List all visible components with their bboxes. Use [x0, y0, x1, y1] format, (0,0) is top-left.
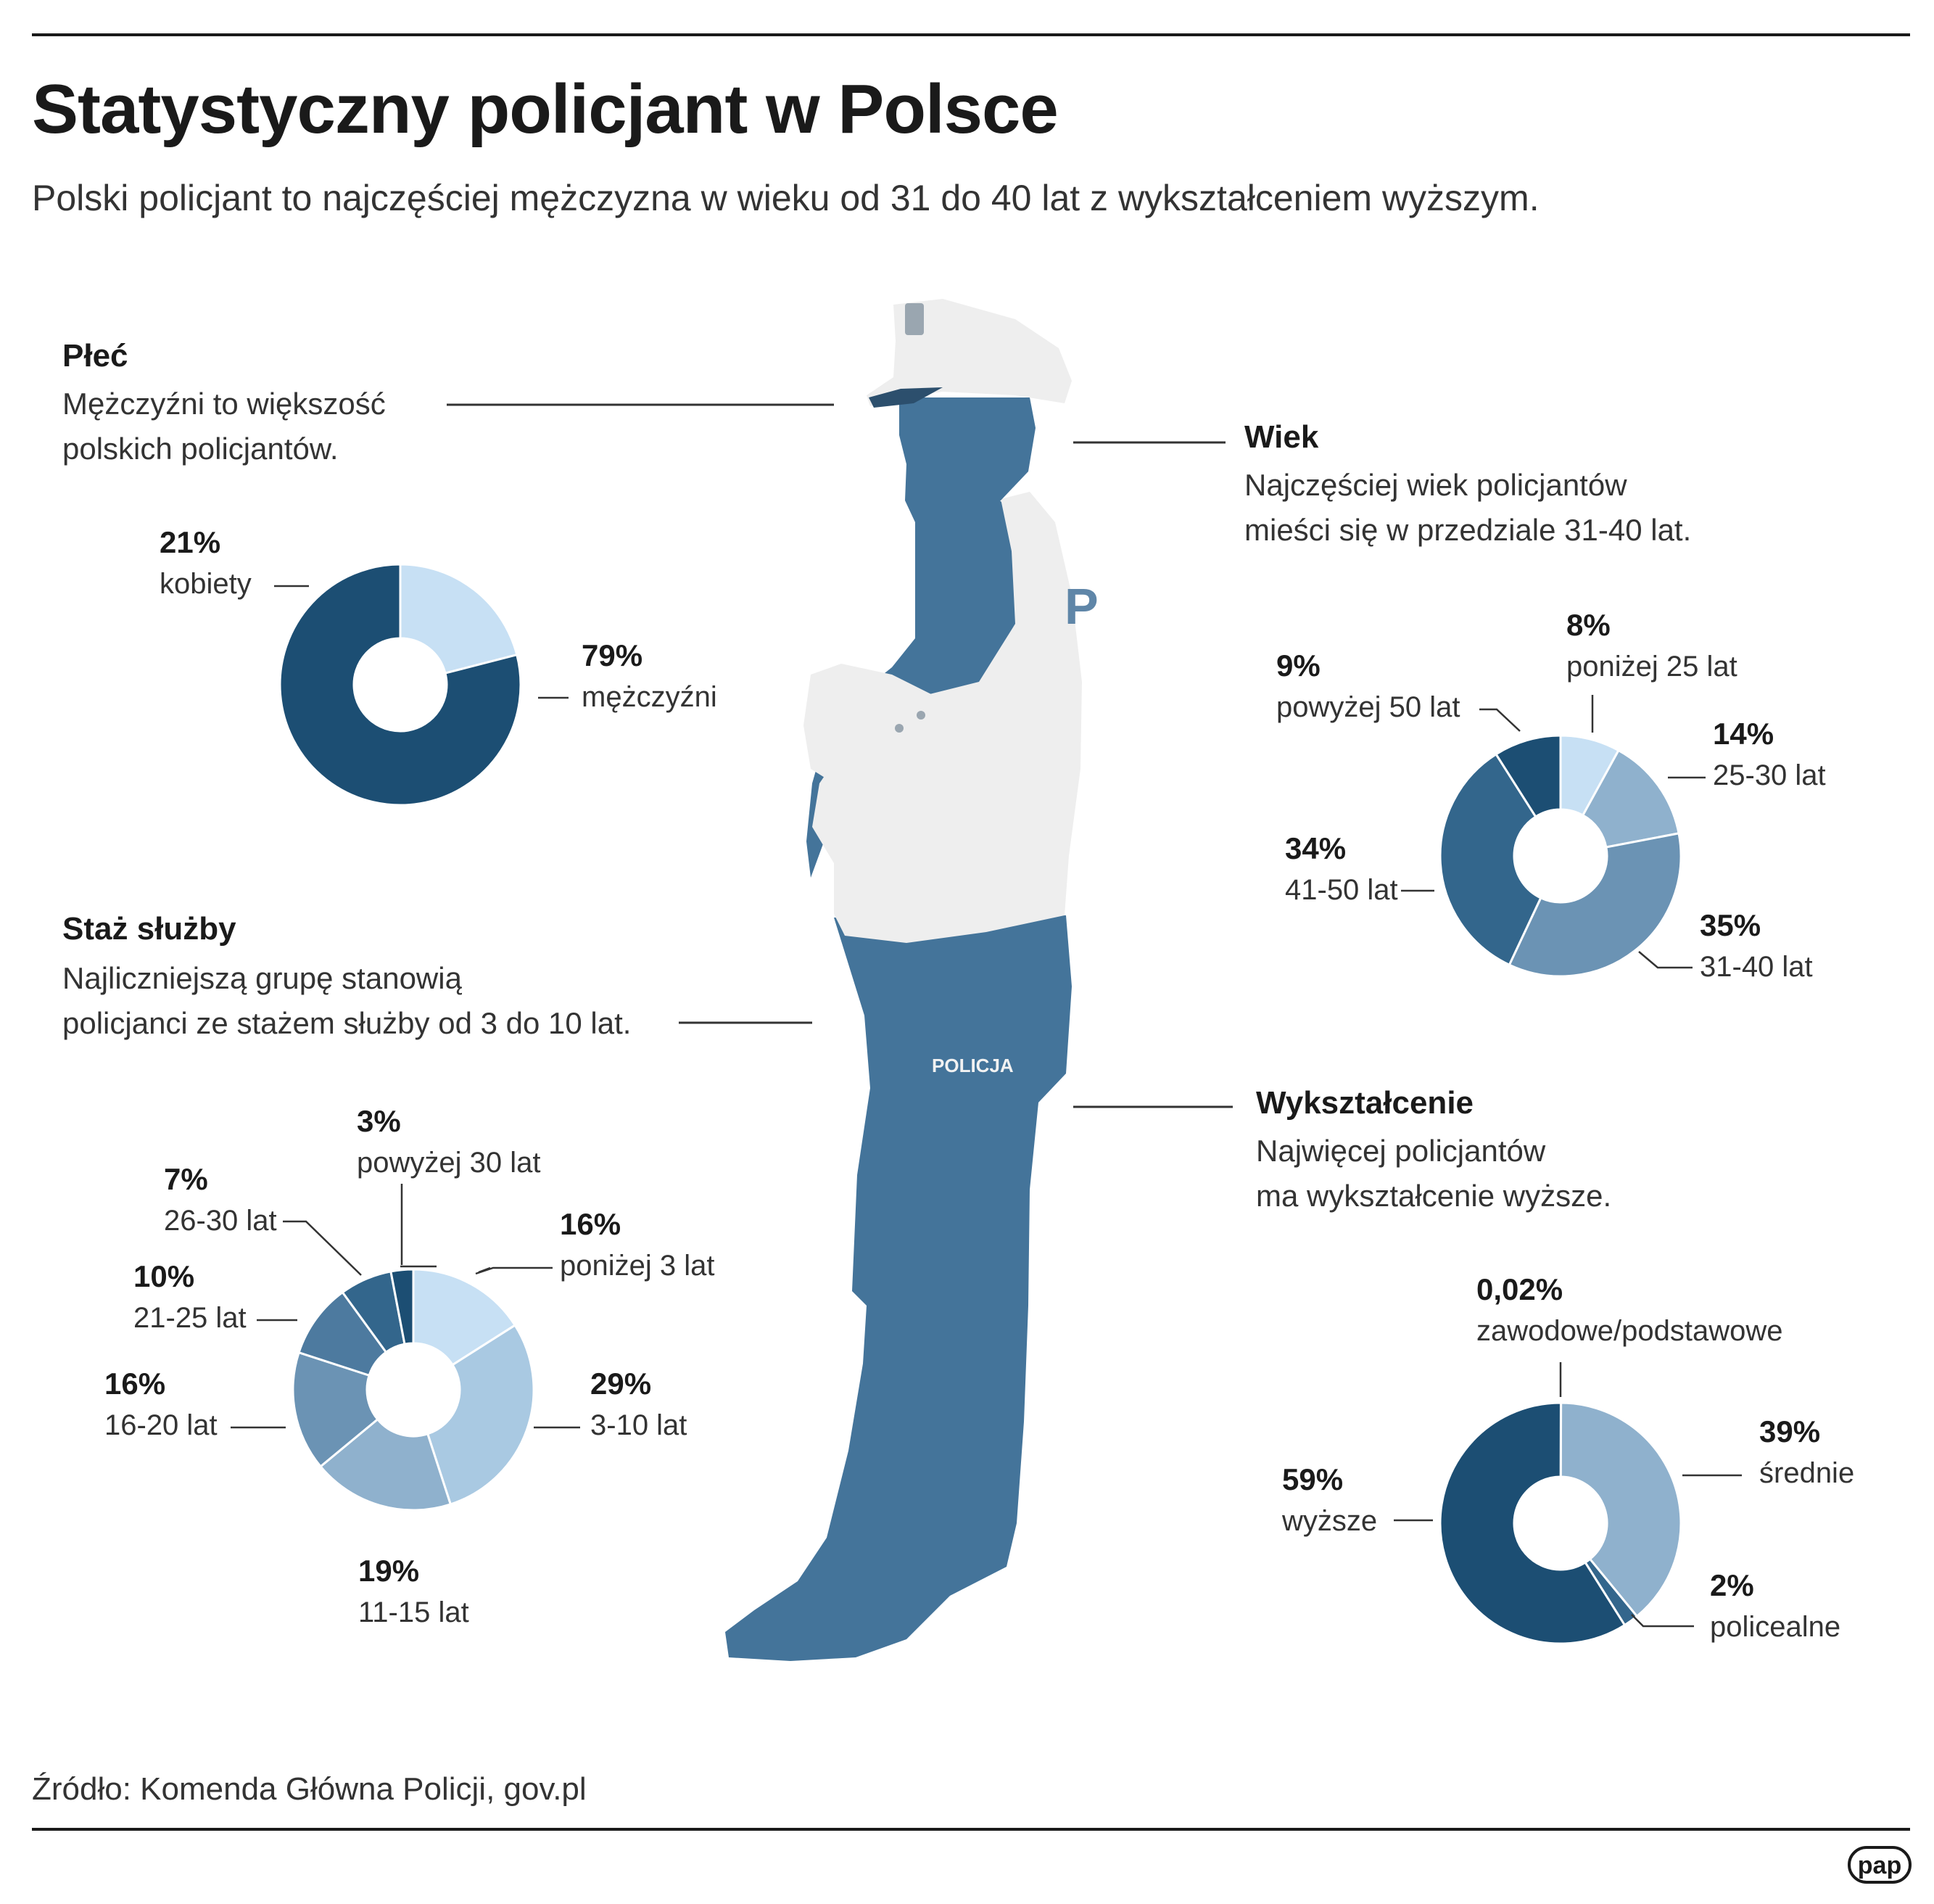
- gender-description: Mężczyźni to większość polskich policjan…: [62, 382, 386, 471]
- gender-description-line: polskich policjantów.: [62, 432, 339, 466]
- data-label-category: poniżej 3 lat: [560, 1250, 714, 1282]
- data-label-category: 26-30 lat: [164, 1205, 277, 1237]
- trousers-badge-lettering: POLICJA: [932, 1055, 1014, 1076]
- officer-crossed-arms: [803, 664, 964, 783]
- data-label-pct: 7%: [164, 1162, 208, 1196]
- officer-head: [899, 397, 1036, 522]
- age-labels: 8% poniżej 25 lat 14% 25-30 lat 35% 31-4…: [1276, 608, 1826, 983]
- gender-labels: 21% kobiety 79% mężczyźni: [160, 525, 717, 713]
- service-heading: Staż służby: [62, 911, 236, 947]
- leader-line: [1479, 708, 1521, 732]
- education-donut-chart: [1439, 1401, 1682, 1645]
- data-label-category: powyżej 30 lat: [357, 1147, 540, 1179]
- data-label-pct: 29%: [590, 1367, 651, 1401]
- education-description-line: Najwięcej policjantów: [1256, 1134, 1546, 1168]
- service-donut-chart: [292, 1268, 535, 1512]
- gender-heading: Płeć: [62, 338, 128, 374]
- pap-logo-text: pap: [1858, 1852, 1901, 1879]
- data-label-category: policealne: [1710, 1611, 1840, 1643]
- age-slice-1: [1581, 749, 1680, 849]
- data-label-category: zawodowe/podstawowe: [1476, 1315, 1782, 1347]
- service-description: Najliczniejszą grupę stanowią policjanci…: [62, 956, 631, 1046]
- service-slice-6: [389, 1268, 415, 1345]
- top-rule: [32, 33, 1910, 36]
- service-slice-3: [292, 1351, 379, 1468]
- gender-slice-0: [399, 563, 518, 675]
- pap-logo-badge: [1848, 1846, 1912, 1884]
- gender-slice-1: [278, 563, 522, 807]
- data-label-category: mężczyźni: [582, 681, 717, 713]
- officer-hand-detail: [917, 711, 925, 720]
- pap-logo: pap: [1848, 1846, 1912, 1884]
- education-slice-3: [1439, 1401, 1627, 1645]
- page-subtitle: Polski policjant to najczęściej mężczyzn…: [32, 178, 1540, 218]
- age-slice-2: [1508, 832, 1682, 978]
- section-connectors: [447, 403, 1233, 1108]
- data-label-pct: 3%: [357, 1104, 401, 1138]
- data-label-pct: 2%: [1710, 1568, 1754, 1602]
- age-donut-chart: [1439, 734, 1682, 978]
- gender-donut-chart: [278, 563, 522, 807]
- cap-badge-icon: [905, 303, 924, 335]
- data-label-category: powyżej 50 lat: [1276, 691, 1460, 723]
- data-label-pct: 9%: [1276, 648, 1321, 683]
- data-label-category: 16-20 lat: [104, 1409, 218, 1441]
- data-label-category: 41-50 lat: [1285, 874, 1398, 906]
- data-label-pct: 21%: [160, 525, 220, 559]
- data-label-category: 31-40 lat: [1700, 951, 1813, 983]
- officer-trousers: [725, 915, 1072, 1661]
- officer-cap-visor: [869, 387, 943, 408]
- service-description-line: policjanci ze stażem służby od 3 do 10 l…: [62, 1006, 632, 1040]
- data-label-pct: 35%: [1700, 908, 1761, 942]
- data-label-pct: 0,02%: [1476, 1272, 1563, 1306]
- service-slice-2: [318, 1417, 452, 1512]
- data-label-pct: 16%: [104, 1367, 165, 1401]
- data-label-category: średnie: [1759, 1457, 1854, 1489]
- data-label-pct: 10%: [133, 1259, 194, 1293]
- officer-hand-detail: [895, 724, 904, 733]
- vest-lettering: P: [1065, 578, 1099, 635]
- age-description-line: Najczęściej wiek policjantów: [1244, 468, 1627, 502]
- data-label-pct: 8%: [1566, 608, 1611, 642]
- education-labels: 0,02% zawodowe/podstawowe 39% średnie 2%…: [1281, 1272, 1854, 1643]
- police-officer-silhouette: P POLICJA: [725, 299, 1099, 1661]
- age-description: Najczęściej wiek policjantów mieści się …: [1244, 463, 1691, 553]
- age-description-line: mieści się w przedziale 31-40 lat.: [1244, 513, 1692, 547]
- age-slice-3: [1439, 752, 1542, 967]
- data-label-pct: 59%: [1282, 1462, 1343, 1496]
- leader-line: [1638, 951, 1693, 969]
- service-description-line: Najliczniejszą grupę stanowią: [62, 961, 462, 995]
- label-leaders: [231, 585, 1742, 1628]
- data-label-category: 11-15 lat: [358, 1596, 469, 1628]
- data-label-category: kobiety: [160, 568, 252, 600]
- data-label-category: 25-30 lat: [1713, 759, 1826, 791]
- data-label-pct: 14%: [1713, 717, 1774, 751]
- age-slice-4: [1494, 734, 1562, 819]
- education-description: Najwięcej policjantów ma wykształcenie w…: [1256, 1129, 1611, 1219]
- data-label-category: 21-25 lat: [133, 1302, 247, 1334]
- data-label-pct: 19%: [358, 1554, 419, 1588]
- education-description-line: ma wykształcenie wyższe.: [1256, 1179, 1612, 1213]
- age-heading: Wiek: [1244, 419, 1319, 455]
- data-label-category: 3-10 lat: [590, 1409, 687, 1441]
- data-label-pct: 16%: [560, 1207, 621, 1241]
- data-label-pct: 39%: [1759, 1414, 1820, 1448]
- source-note: Źródło: Komenda Główna Policji, gov.pl: [32, 1771, 587, 1807]
- service-labels: 16% poniżej 3 lat 29% 3-10 lat 19% 11-15…: [104, 1104, 714, 1628]
- page-title: Statystyczny policjant w Polsce: [32, 70, 1059, 148]
- data-label-pct: 79%: [582, 638, 642, 672]
- leader-line: [283, 1220, 362, 1276]
- service-slice-1: [426, 1323, 535, 1506]
- leader-line: [1631, 1614, 1694, 1628]
- data-label-category: wyższe: [1281, 1505, 1377, 1537]
- data-label-category: poniżej 25 lat: [1566, 651, 1737, 683]
- education-slice-1: [1559, 1401, 1682, 1618]
- education-heading: Wykształcenie: [1256, 1085, 1474, 1121]
- data-label-pct: 34%: [1285, 831, 1346, 865]
- gender-description-line: Mężczyźni to większość: [62, 387, 386, 421]
- bottom-rule: [32, 1828, 1910, 1831]
- officer-arm: [806, 457, 1044, 878]
- leader-line: [475, 1266, 553, 1275]
